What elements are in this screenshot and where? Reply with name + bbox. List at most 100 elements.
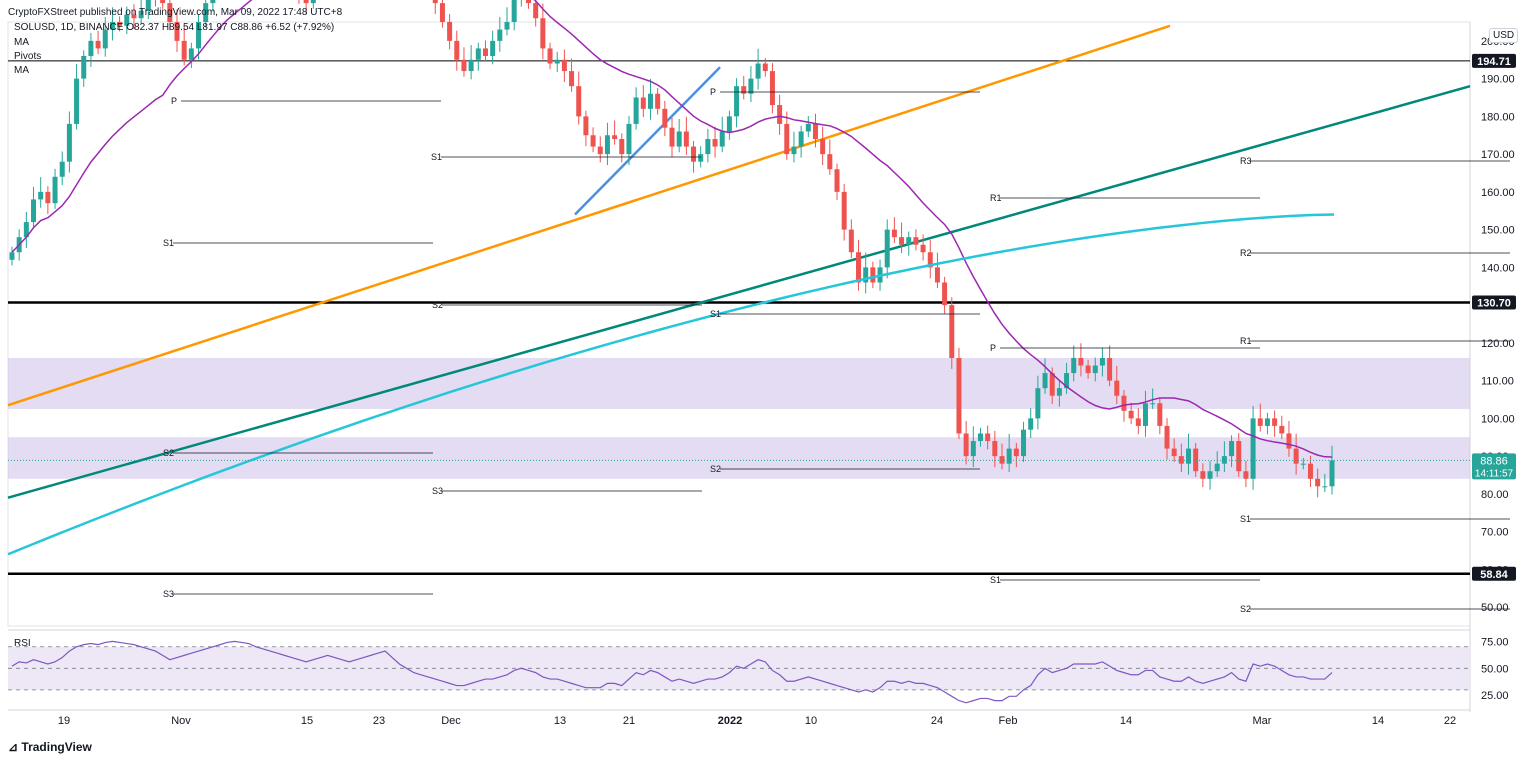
pivot-label: S3 (432, 486, 443, 496)
pivot-label: S1 (990, 575, 1001, 585)
pivot-label: S2 (1240, 604, 1251, 614)
candle-body (174, 22, 180, 41)
candle-body (590, 135, 596, 147)
x-tick-label: 19 (58, 715, 70, 727)
candle-body (769, 71, 775, 106)
candle-body (131, 14, 137, 19)
candle-body (310, 0, 316, 4)
pivot-label: R3 (1240, 156, 1252, 166)
y-tick-label: 160.00 (1481, 187, 1515, 199)
key-level-badge (1472, 53, 1516, 68)
candle-body (303, 0, 309, 4)
candle-body (1006, 448, 1012, 464)
x-tick-label: 2022 (718, 715, 742, 727)
candle-body (834, 169, 840, 192)
pivot-label: R1 (990, 193, 1002, 203)
candle-body (784, 123, 790, 155)
candle-body (712, 139, 718, 147)
x-tick-label: 24 (931, 715, 943, 727)
candle-body (1236, 441, 1242, 472)
rsi-line (11, 640, 1333, 704)
logo-icon: ⊿ (8, 740, 19, 754)
candle-body (719, 131, 725, 147)
candle-body (561, 59, 567, 72)
brand-name: TradingView (21, 740, 92, 754)
legend-pivots[interactable]: Pivots (14, 51, 42, 62)
candle-body (23, 222, 29, 238)
candle-body (891, 229, 897, 238)
candle-body (1164, 425, 1170, 449)
candle-body (1078, 357, 1084, 366)
candle-body (1279, 425, 1285, 434)
candle-body (102, 29, 108, 49)
x-tick-label: 22 (1444, 715, 1456, 727)
key-level-label: 130.70 (1477, 297, 1511, 309)
candle-body (934, 267, 940, 283)
candle-body (741, 86, 747, 94)
rsi-label: RSI (14, 638, 31, 649)
candle-body (655, 93, 661, 109)
candle-body (906, 237, 912, 245)
y-tick-label: 120.00 (1481, 338, 1515, 350)
candle-body (1315, 478, 1321, 487)
candle-body (805, 123, 811, 132)
candle-body (734, 86, 740, 117)
candle-body (1114, 380, 1120, 396)
candle-body (927, 252, 933, 268)
candle-body (726, 116, 732, 132)
candle-body (626, 123, 632, 155)
candle-body (612, 135, 618, 140)
candle-body (1221, 456, 1227, 464)
y-tick-label: 150.00 (1481, 225, 1515, 237)
candle-body (856, 252, 862, 283)
candle-body (109, 22, 115, 30)
candle-body (798, 131, 804, 147)
candle-body (791, 146, 797, 155)
candle-body (683, 131, 689, 147)
candle-body (827, 154, 833, 170)
candle-body (1178, 456, 1184, 464)
candle-body (511, 0, 517, 22)
pivot-label: P (990, 343, 996, 353)
candle-body (1028, 418, 1034, 430)
legend-ma-2[interactable]: MA (14, 65, 29, 76)
candle-body (188, 48, 194, 60)
candle-body (59, 161, 65, 177)
rsi-tick-label: 50.00 (1481, 663, 1509, 675)
candle-body (45, 191, 51, 204)
candle-body (812, 123, 818, 140)
x-tick-label: 23 (373, 715, 385, 727)
x-tick-label: 10 (805, 715, 817, 727)
candle-body (920, 244, 926, 253)
candle-body (210, 0, 216, 4)
rsi-tick-label: 75.00 (1481, 636, 1509, 648)
x-tick-label: Nov (171, 715, 191, 727)
pivot-label: R1 (1240, 336, 1252, 346)
candle-body (841, 191, 847, 230)
candle-body (1207, 471, 1213, 479)
candle-body (985, 433, 991, 442)
currency-label[interactable]: USD (1489, 28, 1519, 43)
y-tick-label: 190.00 (1481, 74, 1515, 86)
candle-body (138, 10, 144, 19)
candle-body (640, 97, 646, 109)
candle-body (698, 154, 704, 162)
pivot-label: S2 (163, 448, 174, 458)
candle-body (1272, 418, 1278, 426)
trendline-orange (7, 24, 1171, 407)
countdown-timer: 14:11:57 (1475, 468, 1514, 479)
pivot-label: P (171, 96, 177, 106)
candle-body (963, 433, 969, 457)
pivot-label: S2 (710, 464, 721, 474)
legend-ma-1[interactable]: MA (14, 37, 29, 48)
last-price-value: 88.86 (1480, 455, 1508, 467)
key-level-badge (1472, 295, 1516, 310)
candle-body (540, 18, 546, 49)
candle-body (497, 29, 503, 41)
candle-body (956, 357, 962, 434)
candle-body (1142, 403, 1148, 426)
candle-body (999, 456, 1005, 464)
candle-body (95, 40, 101, 49)
published-line: CryptoFXStreet published on TradingView.… (8, 7, 343, 18)
